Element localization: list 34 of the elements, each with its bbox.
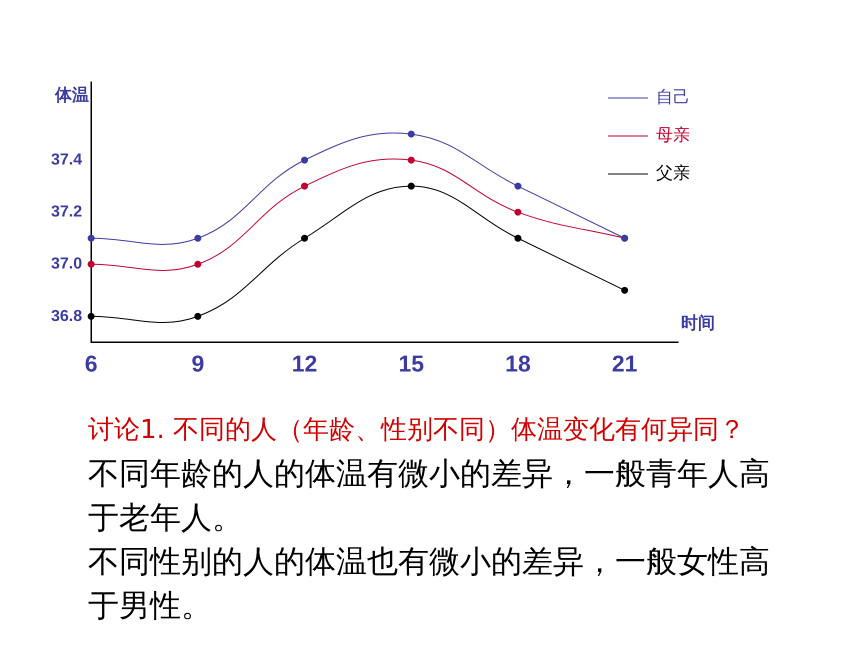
y-tick-label: 37.0 bbox=[51, 256, 82, 273]
legend-label: 母亲 bbox=[656, 125, 690, 146]
point bbox=[88, 312, 95, 320]
point bbox=[514, 234, 522, 242]
x-tick-label: 18 bbox=[505, 350, 531, 377]
point bbox=[194, 312, 202, 320]
point bbox=[621, 286, 628, 294]
point bbox=[408, 182, 415, 190]
text: 不同年龄的人的体温有微小的差异，一般青年人高于老年人。 bbox=[88, 455, 771, 538]
y-axis-title: 体温 bbox=[54, 85, 90, 106]
y-tick-label: 37.2 bbox=[51, 204, 82, 221]
x-tick-label: 6 bbox=[84, 350, 98, 377]
x-tick-label: 12 bbox=[292, 350, 318, 377]
text: 讨论1. 不同的人（年龄、性别不同）体温变化有何异同？ bbox=[88, 414, 746, 447]
y-tick-label: 36.8 bbox=[51, 308, 82, 325]
point bbox=[301, 182, 308, 190]
point bbox=[194, 260, 202, 268]
x-tick-label: 21 bbox=[612, 350, 638, 377]
point bbox=[408, 156, 415, 164]
point bbox=[301, 156, 308, 164]
legend-label: 自己 bbox=[656, 87, 690, 108]
point bbox=[88, 260, 95, 268]
point bbox=[514, 182, 522, 190]
point bbox=[514, 208, 522, 216]
x-tick-label: 15 bbox=[398, 350, 424, 377]
legend-label: 父亲 bbox=[656, 163, 690, 184]
point bbox=[194, 234, 202, 242]
point bbox=[408, 130, 415, 138]
x-axis-title: 时间 bbox=[681, 313, 715, 334]
y-tick-label: 37.4 bbox=[51, 152, 82, 169]
x-tick-label: 9 bbox=[191, 350, 204, 377]
point bbox=[301, 234, 308, 242]
text: 不同性别的人的体温也有微小的差异，一般女性高于男性。 bbox=[88, 543, 771, 626]
point bbox=[88, 234, 95, 242]
